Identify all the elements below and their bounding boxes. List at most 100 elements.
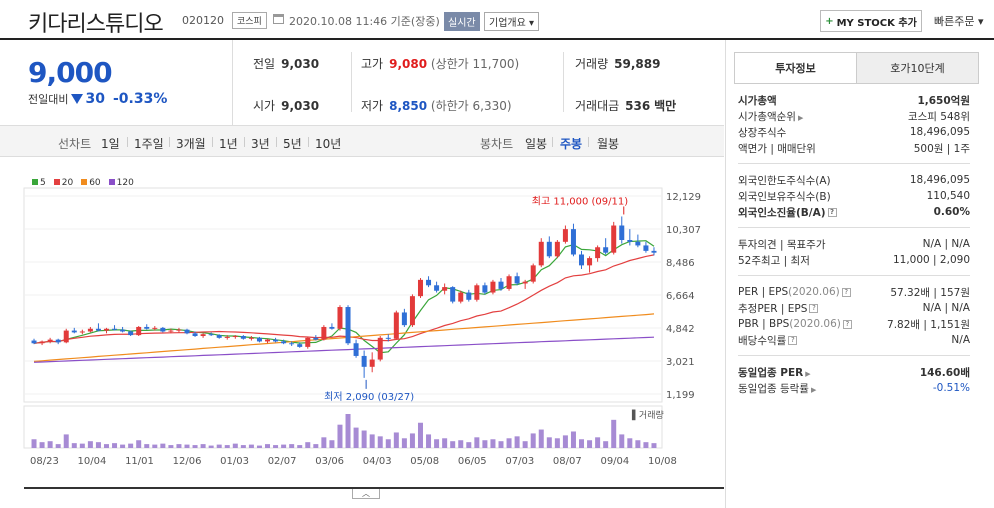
x-tick-label: 08/23 [30, 456, 59, 467]
volume-bar [554, 438, 560, 448]
candle-body [579, 254, 585, 266]
period-1y[interactable]: 1년 [219, 137, 238, 151]
volume-bar [168, 445, 174, 448]
candle-body [595, 247, 601, 259]
info-row[interactable]: 추정PER | EPS? N/A | N/A [738, 302, 970, 315]
volume-bar [522, 441, 528, 448]
volume-bar [208, 445, 214, 448]
company-info-dropdown[interactable]: 기업개요 ▾ [484, 12, 539, 31]
period-5y[interactable]: 5년 [283, 137, 302, 151]
candle-body [297, 344, 303, 347]
candle-weekly[interactable]: 주봉 [560, 137, 583, 151]
volume-bar [281, 444, 287, 448]
period-1d[interactable]: 1일 [101, 137, 120, 151]
x-tick-label: 04/03 [363, 456, 392, 467]
candle-body [87, 328, 93, 332]
change-label: 전일대비 [28, 93, 69, 106]
volume-bar [184, 444, 190, 448]
calendar-icon [273, 14, 284, 24]
expand-chart-button[interactable]: ︿ [352, 489, 380, 499]
candle-body [570, 229, 576, 255]
candle-body [273, 339, 279, 342]
info-row[interactable]: 동일업종 PER ▶ 146.60배 [738, 366, 970, 379]
candle-body [224, 336, 230, 338]
volume-bar [619, 434, 625, 448]
volume-bar [144, 444, 150, 448]
volume-bar [289, 444, 295, 448]
period-10y[interactable]: 10년 [315, 137, 342, 151]
candle-body [361, 355, 367, 367]
volume-bar [87, 441, 93, 448]
period-1w[interactable]: 1주일 [134, 137, 164, 151]
quote-datetime: 2020.10.08 11:46 기준(장중) [289, 15, 440, 28]
candle-body [514, 276, 520, 284]
volume-bar [31, 439, 37, 448]
add-mystock-button[interactable]: + MY STOCK 추가 [820, 10, 922, 32]
candle-body [289, 343, 295, 345]
volume-bar [297, 445, 303, 448]
volume-bar [450, 441, 456, 448]
volume-bar [377, 436, 383, 448]
quick-order-dropdown[interactable]: 빠른주문 ▾ [934, 15, 984, 28]
volume-label: ▌거래량 [631, 409, 664, 421]
high-price: 고가 9,080 (상한가 11,700) [361, 57, 520, 71]
candle-daily[interactable]: 일봉 [525, 137, 548, 151]
chevron-right-icon: ▶ [810, 385, 817, 394]
candle-body [144, 326, 150, 329]
candle-body [522, 281, 528, 284]
candle-body [490, 281, 496, 293]
candle-body [208, 334, 214, 336]
volume-bar [369, 434, 375, 448]
info-row[interactable]: 외국인소진율(B/A)? 0.60% [738, 206, 970, 219]
tab-order-book[interactable]: 호가10단계 [856, 53, 978, 83]
candle-body [79, 331, 85, 333]
x-tick-label: 12/06 [173, 456, 202, 467]
volume-bar [55, 444, 61, 448]
candle-body [256, 337, 262, 342]
candle-body [458, 292, 464, 302]
prev-close: 전일 9,030 [253, 57, 320, 71]
candle-body [627, 240, 633, 242]
volume-bar [329, 440, 335, 448]
price-chart[interactable]: 5 20 60 120 12,129 10,307 8,486 6,664 4,842 3… [0, 158, 724, 488]
candle-body [635, 241, 641, 246]
info-row[interactable]: 배당수익률? N/A [738, 334, 970, 347]
period-3m[interactable]: 3개월 [176, 137, 206, 151]
candle-body [530, 265, 536, 282]
y-tick-label: 12,129 [666, 192, 701, 203]
volume-bar [103, 444, 109, 448]
x-tick-label: 10/08 [648, 456, 677, 467]
volume-bar [39, 442, 45, 448]
candle-body [643, 245, 649, 251]
candle-body [281, 341, 287, 344]
volume-bar [120, 444, 126, 448]
candle-body [538, 241, 544, 266]
info-row[interactable]: 동일업종 등락률 ▶ -0.51% [738, 382, 970, 395]
candle-body [160, 327, 166, 332]
x-tick-label: 01/03 [220, 456, 249, 467]
help-icon: ? [788, 336, 798, 345]
x-tick-label: 03/06 [315, 456, 344, 467]
info-row: 액면가 | 매매단위 500원 | 1주 [738, 142, 970, 155]
price-change: 전일대비 30 -0.33% [28, 91, 167, 107]
volume-bar [160, 443, 166, 448]
candle-body [47, 339, 53, 342]
volume-bar [587, 440, 593, 448]
volume-bar [337, 424, 343, 448]
candle-body [651, 250, 657, 253]
info-row[interactable]: 시가총액순위 ▶ 코스피 548위 [738, 110, 970, 123]
line-chart-label: 선차트 [58, 137, 92, 151]
period-3y[interactable]: 3년 [251, 137, 270, 151]
candle-body [434, 285, 440, 291]
market-badge: 코스피 [232, 12, 267, 29]
info-row[interactable]: PBR | BPS(2020.06)? 7.82배 | 1,151원 [738, 318, 970, 331]
info-row: 외국인한도주식수(A) 18,496,095 [738, 174, 970, 187]
realtime-button[interactable]: 실시간 [444, 12, 480, 31]
volume-bar [71, 443, 77, 448]
legend-ma60: 60 [81, 178, 101, 188]
candle-monthly[interactable]: 월봉 [597, 137, 620, 151]
info-row[interactable]: PER | EPS(2020.06)? 57.32배 | 157원 [738, 286, 970, 299]
y-tick-label: 6,664 [666, 291, 695, 302]
tab-investment-info[interactable]: 투자정보 [735, 53, 856, 83]
trade-amount: 거래대금 536 백만 [575, 99, 677, 113]
